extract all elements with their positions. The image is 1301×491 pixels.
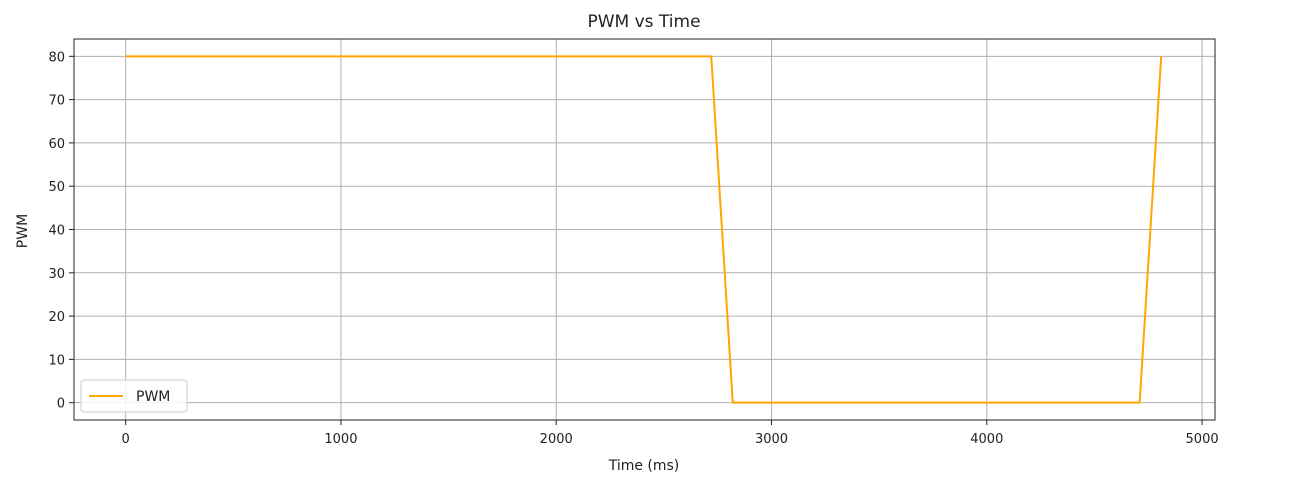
y-tick-label: 50 (48, 180, 65, 195)
x-tick-label: 4000 (970, 432, 1003, 447)
series-layer (125, 55, 1163, 404)
y-tick-label: 0 (57, 397, 65, 412)
y-tick-label: 40 (48, 224, 65, 239)
legend: PWM (80, 379, 188, 413)
y-axis-ticks: 0 10 20 30 40 50 60 70 80 (48, 50, 74, 412)
x-tick-label: 2000 (540, 432, 573, 447)
y-tick-label: 80 (48, 50, 65, 65)
chart-title: PWM vs Time (587, 12, 700, 32)
y-tick-label: 70 (48, 94, 65, 109)
grid-lines (74, 39, 1215, 420)
x-tick-label: 0 (122, 432, 130, 447)
x-axis-label: Time (ms) (608, 458, 680, 474)
y-tick-label: 60 (48, 137, 65, 152)
y-axis-label: PWM (15, 214, 31, 248)
y-tick-label: 30 (48, 267, 65, 282)
x-tick-label: 3000 (755, 432, 788, 447)
y-tick-label: 20 (48, 310, 65, 325)
x-tick-label: 5000 (1186, 432, 1219, 447)
legend-box (80, 379, 188, 413)
y-tick-label: 10 (48, 353, 65, 368)
series-line-pwm (125, 55, 1163, 404)
x-tick-label: 1000 (324, 432, 357, 447)
x-axis-ticks: 0 1000 2000 3000 4000 5000 (122, 420, 1219, 447)
legend-label: PWM (136, 389, 170, 405)
